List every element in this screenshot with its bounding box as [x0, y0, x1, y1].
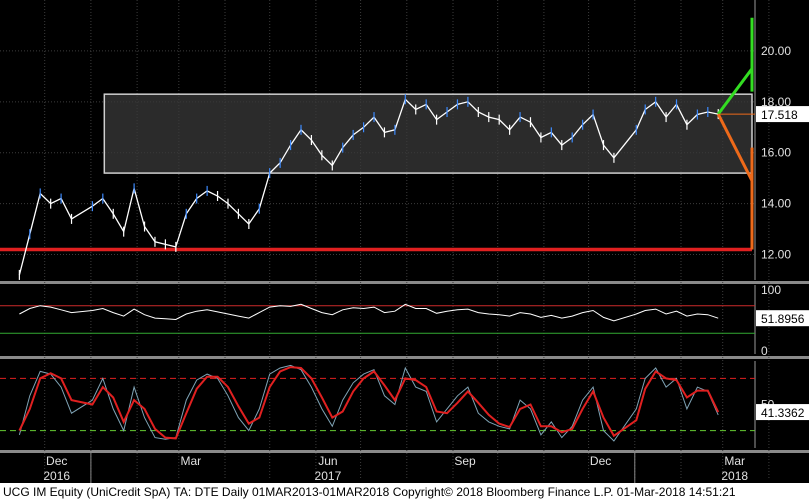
- price-tick-label: 18.00: [761, 95, 791, 109]
- rsi-last-tag: [756, 310, 809, 327]
- month-label: Sep: [454, 454, 476, 468]
- bearish-projection-path: [716, 113, 754, 250]
- rsi-tick-0: 0: [761, 344, 768, 358]
- year-label: 2018: [721, 469, 748, 483]
- price-tick-label: 12.00: [761, 248, 791, 262]
- month-label: Jun: [318, 454, 337, 468]
- rsi-tick-100: 100: [761, 283, 781, 297]
- month-label: Dec: [46, 454, 67, 468]
- year-label: 2017: [315, 469, 342, 483]
- month-label: Dec: [590, 454, 611, 468]
- panel-separator-1: [0, 281, 809, 284]
- rsi-line: [19, 303, 719, 322]
- rsi-last-label: 51.8956: [761, 312, 805, 326]
- price-tick-label: 14.00: [761, 197, 791, 211]
- price-series-line: [18, 98, 719, 276]
- month-label: Mar: [180, 454, 201, 468]
- price-channel: [103, 93, 753, 174]
- panel-separator-2: [0, 356, 809, 359]
- price-tick-label: 20.00: [761, 44, 791, 58]
- bullish-projection-path: [716, 17, 754, 115]
- stoch-last-label: 41.3362: [761, 406, 805, 420]
- price-chart: 20.00 18.00 16.00 14.00 12.00 17.518 100 0 51.89…: [0, 0, 809, 483]
- chart-footer: UCG IM Equity (UniCredit SpA) TA: DTE Da…: [0, 483, 809, 501]
- stoch-last-tag: [756, 404, 809, 421]
- last-price-label: 17.518: [761, 108, 798, 122]
- last-price-tag: [756, 106, 809, 123]
- month-label: Mar: [724, 454, 745, 468]
- stoch-slow-line: [18, 366, 720, 440]
- year-label: 2016: [43, 469, 70, 483]
- stoch-fast-line: [18, 364, 719, 442]
- price-tick-label: 16.00: [761, 146, 791, 160]
